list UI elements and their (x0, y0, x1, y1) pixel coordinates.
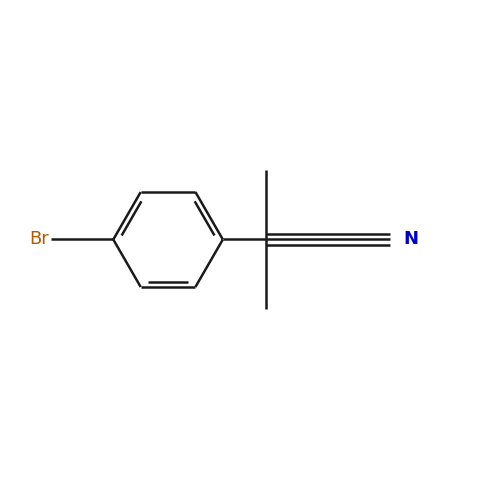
Text: N: N (404, 230, 419, 249)
Text: Br: Br (29, 230, 49, 249)
